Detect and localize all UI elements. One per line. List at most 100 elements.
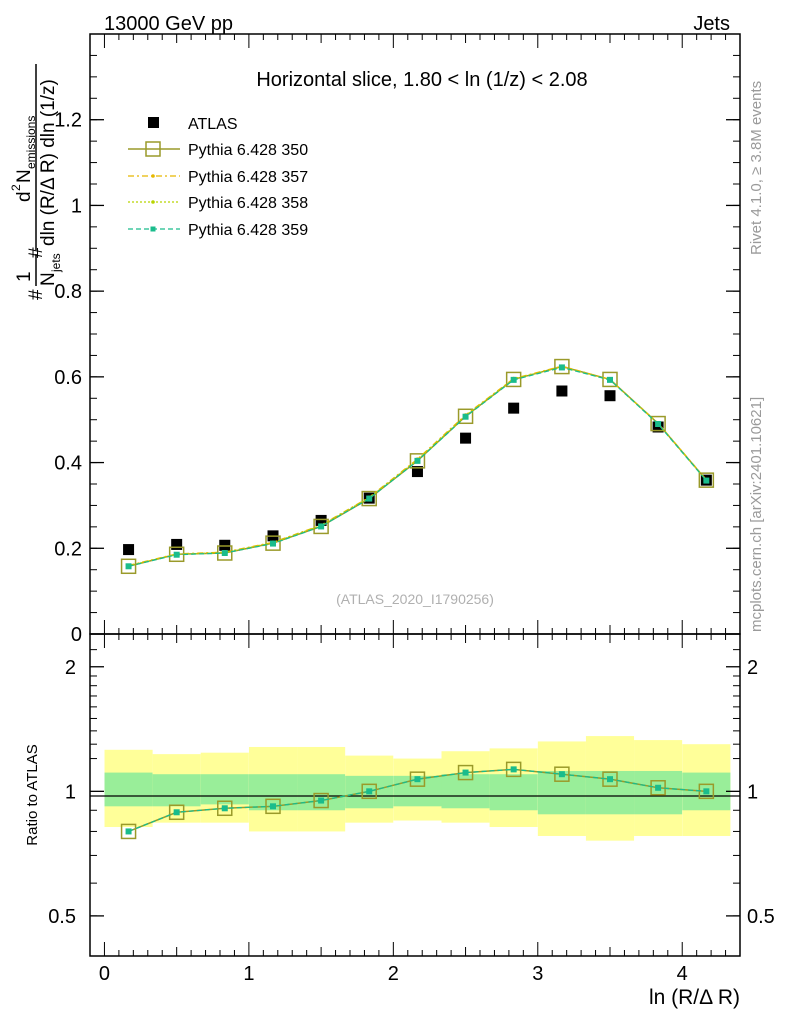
x-tick-label: 3 bbox=[532, 963, 543, 985]
rivet-note: Rivet 4.1.0, ≥ 3.8M events bbox=[748, 81, 765, 255]
data-point bbox=[556, 385, 568, 397]
band-inner-bin bbox=[489, 774, 538, 811]
ratio-series bbox=[120, 761, 715, 840]
data-point bbox=[315, 514, 327, 526]
band-inner-bin bbox=[537, 770, 586, 815]
y-tick-label: 1.2 bbox=[54, 110, 82, 132]
data-point bbox=[123, 544, 135, 556]
data-point bbox=[650, 415, 666, 432]
legend-marker-350 bbox=[145, 141, 161, 157]
ylabel-emissions-sub: emissions bbox=[24, 116, 38, 169]
ratio-point bbox=[703, 788, 710, 795]
ratio-point bbox=[510, 766, 517, 773]
ratio-point bbox=[270, 803, 277, 810]
x-tick-label: 4 bbox=[677, 963, 688, 985]
y-tick-label: 0.2 bbox=[54, 538, 82, 560]
ratio-y-tick-label: 1 bbox=[65, 781, 76, 803]
legend-marker-atlas bbox=[148, 117, 159, 128]
y-tick-label: 0 bbox=[71, 624, 82, 646]
ratio-y-tick-label: 0.5 bbox=[48, 906, 76, 928]
data-point bbox=[173, 551, 180, 558]
band-inner-bin bbox=[200, 774, 249, 805]
series-atlas bbox=[123, 385, 712, 556]
data-point bbox=[366, 495, 373, 502]
ylabel-jets-sub: jets bbox=[49, 253, 63, 273]
data-point bbox=[602, 371, 618, 388]
data-point bbox=[313, 518, 329, 535]
ratio-y-tick-label-right: 0.5 bbox=[747, 906, 775, 928]
legend-marker-357 bbox=[151, 174, 155, 178]
ylabel-hash-2: # bbox=[26, 247, 47, 258]
data-point bbox=[510, 376, 517, 383]
ratio-point bbox=[457, 764, 474, 781]
data-point bbox=[460, 432, 472, 444]
data-point bbox=[558, 364, 565, 371]
ylabel-d: d bbox=[14, 191, 35, 202]
ratio-point bbox=[120, 823, 137, 840]
chart-title: Horizontal slice, 1.80 < ln (1/z) < 2.08 bbox=[256, 69, 587, 91]
band-inner-bin bbox=[104, 772, 153, 807]
data-point bbox=[655, 421, 662, 427]
series-pythia-6-428-359 bbox=[125, 364, 710, 570]
ratio-point bbox=[602, 771, 618, 787]
ratio-point bbox=[409, 771, 426, 787]
ratio-point bbox=[554, 766, 570, 782]
data-point bbox=[505, 371, 522, 388]
legend-label-358: Pythia 6.428 358 bbox=[188, 195, 308, 212]
y-tick-label: 0.6 bbox=[54, 367, 82, 389]
ratio-point bbox=[607, 776, 613, 783]
y-tick-label: 0.8 bbox=[54, 281, 82, 303]
ratio-point bbox=[265, 798, 281, 815]
ratio-y-tick-label: 2 bbox=[65, 657, 76, 679]
band-inner-bin bbox=[634, 770, 683, 815]
ylabel-hash-1: # bbox=[26, 289, 47, 300]
ylabel-one: 1 bbox=[14, 271, 35, 282]
data-point bbox=[554, 358, 570, 375]
band-inner-bin bbox=[152, 774, 201, 807]
legend-marker-359 bbox=[150, 226, 156, 232]
ylabel-njets: N bbox=[38, 272, 59, 286]
data-point bbox=[270, 540, 277, 547]
main-series bbox=[120, 358, 715, 575]
legend-item-atlas: ATLAS bbox=[148, 116, 238, 133]
ylabel-sup2: 2 bbox=[9, 184, 23, 191]
ratio-panel: 0.5 0.5 1 1 2 2 0 1 2 3 4 Ratio to ATLAS bbox=[24, 633, 775, 985]
ratio-y-tick-label-right: 2 bbox=[747, 657, 758, 679]
main-y-label: # 1 N jets d 2 N emissions # dln (R/Δ R)… bbox=[9, 64, 63, 300]
ylabel-denominator: dln (R/Δ R) dln (1/z) bbox=[38, 79, 59, 246]
legend-item-pythia-357: Pythia 6.428 357 bbox=[128, 169, 308, 186]
data-point bbox=[703, 477, 710, 484]
legend-label-350: Pythia 6.428 350 bbox=[188, 142, 308, 159]
mcplots-note: mcplots.cern.ch [arXiv:2401.10621] bbox=[748, 397, 765, 632]
ratio-uncertainty-bands bbox=[104, 736, 731, 841]
data-point bbox=[409, 453, 426, 469]
data-point bbox=[698, 472, 715, 488]
data-point bbox=[457, 408, 474, 425]
header-right: Jets bbox=[693, 13, 730, 35]
ylabel-nem: N bbox=[14, 169, 35, 183]
data-point bbox=[265, 535, 281, 551]
series-pythia-6-428-357 bbox=[126, 364, 709, 568]
legend: ATLAS Pythia 6.428 350 Pythia 6.428 357 … bbox=[128, 116, 308, 239]
ratio-point bbox=[173, 809, 180, 816]
ratio-point bbox=[558, 771, 565, 778]
ratio-point bbox=[366, 788, 373, 795]
ratio-y-label: Ratio to ATLAS bbox=[24, 744, 41, 845]
ratio-point bbox=[125, 828, 132, 835]
analysis-watermark: (ATLAS_2020_I1790256) bbox=[336, 591, 494, 607]
legend-item-pythia-350: Pythia 6.428 350 bbox=[128, 141, 308, 159]
ratio-frame bbox=[89, 633, 741, 957]
series-line bbox=[128, 365, 707, 567]
x-tick-label: 2 bbox=[388, 963, 399, 985]
legend-marker-358 bbox=[151, 200, 155, 204]
main-panel: 0 0.2 0.4 0.6 0.8 1 1.2 Horizontal slice, 1.80… bbox=[9, 33, 741, 646]
ratio-point bbox=[655, 784, 662, 791]
data-point bbox=[604, 390, 616, 402]
x-tick-label: 0 bbox=[99, 963, 110, 985]
data-point bbox=[508, 402, 520, 414]
ratio-point bbox=[313, 792, 329, 809]
data-point bbox=[318, 523, 325, 530]
data-point bbox=[462, 413, 469, 420]
data-point bbox=[361, 490, 377, 507]
